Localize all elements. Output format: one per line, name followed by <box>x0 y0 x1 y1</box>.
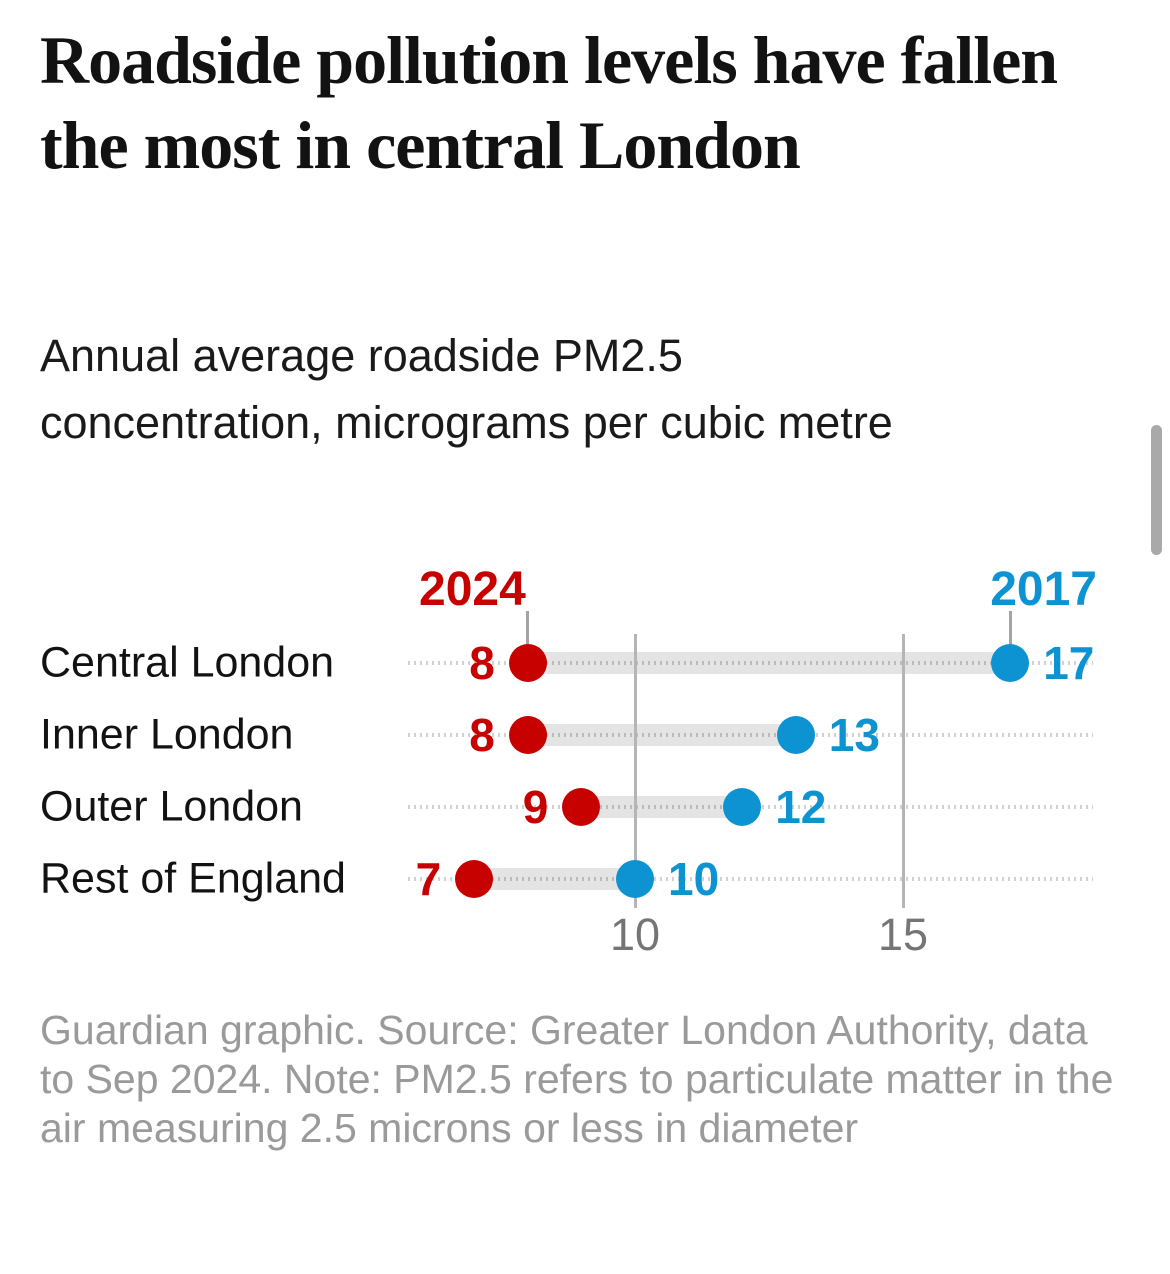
connector-bar <box>474 868 635 890</box>
value-label-2024: 9 <box>522 781 549 833</box>
row-label-outer-london: Outer London <box>40 782 303 831</box>
dot-2017 <box>616 860 654 898</box>
value-label-2017: 17 <box>1043 637 1095 689</box>
value-label-2024: 8 <box>469 709 495 761</box>
chart-subtitle-line-1: Annual average roadside PM2.5 <box>40 330 683 381</box>
value-label-2017: 13 <box>828 709 880 761</box>
dot-2017 <box>776 716 815 754</box>
connector-bar <box>527 652 1011 674</box>
dot-2024 <box>455 860 494 898</box>
value-label-2024: 8 <box>469 637 495 689</box>
row-leader-dots <box>408 877 1093 881</box>
row-leader-dots <box>408 661 1093 665</box>
dot-2024 <box>562 788 601 826</box>
gridline-15 <box>901 634 905 908</box>
row-label-rest-of-england: Rest of England <box>40 854 346 903</box>
connector-bar <box>581 796 743 818</box>
chart-subtitle-line-2: concentration, micrograms per cubic metr… <box>40 397 893 448</box>
row-label-inner-london: Inner London <box>40 710 294 759</box>
series-label-2024: 2024 <box>419 563 526 616</box>
dot-2024 <box>508 716 547 754</box>
chart-title: Roadside pollution levels have fallen th… <box>40 22 1058 183</box>
series-label-2017: 2017 <box>990 563 1097 616</box>
chart-subtitle: Annual average roadside PM2.5 concentrati… <box>40 322 893 456</box>
dot-2017 <box>723 788 762 826</box>
connector-bar <box>527 724 796 746</box>
row-leader-dots <box>408 733 1093 737</box>
value-label-2017: 12 <box>775 781 827 833</box>
row-label-central-london: Central London <box>40 638 335 687</box>
source-note: Guardian graphic. Source: Greater London… <box>40 1007 1114 1151</box>
series-pointer-tick-2017 <box>1008 611 1012 645</box>
dot-2017 <box>991 644 1030 682</box>
value-label-2017: 10 <box>668 853 720 905</box>
gridline-10 <box>633 634 637 908</box>
value-label-2024: 7 <box>415 853 442 905</box>
series-pointer-tick-2024 <box>526 611 530 645</box>
scrollbar-thumb[interactable] <box>1151 425 1162 555</box>
dot-2024 <box>508 644 547 682</box>
x-axis-tick-label-10: 10 <box>609 909 661 960</box>
x-axis-tick-label-15: 15 <box>877 909 929 960</box>
